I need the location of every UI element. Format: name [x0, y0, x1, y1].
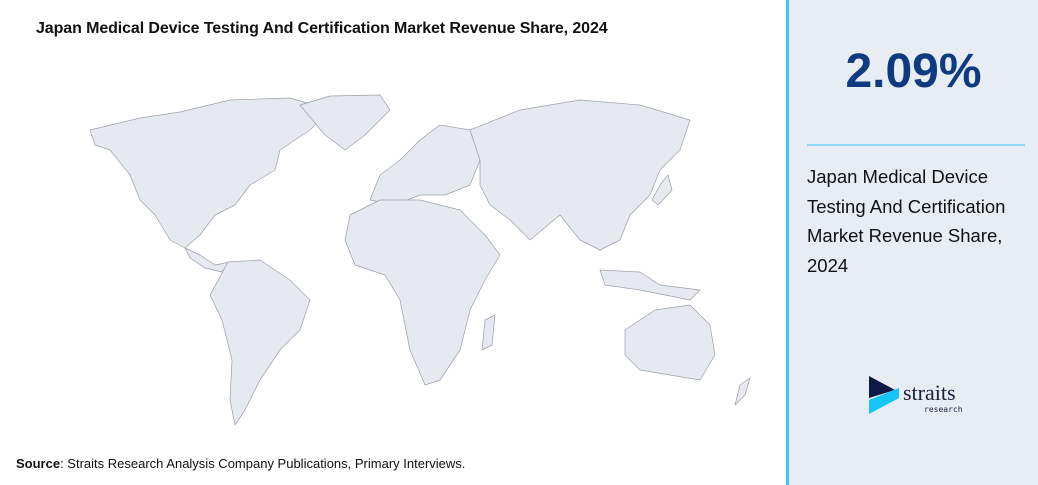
region-africa: [344, 199, 501, 386]
region-europe: [369, 124, 481, 206]
share-value: 2.09%: [845, 45, 982, 98]
region-new-zealand: [734, 377, 751, 406]
region-south-america: [209, 259, 311, 426]
source-label: Source: [16, 456, 61, 471]
source-note: Source: Straits Research Analysis Compan…: [16, 456, 465, 471]
region-australia: [624, 304, 716, 381]
region-asia: [469, 99, 691, 251]
region-indonesia: [599, 269, 701, 301]
logo-mark-icon: [869, 376, 899, 414]
share-description: Japan Medical Device Testing And Certifi…: [807, 166, 1006, 276]
region-greenland: [299, 94, 391, 151]
stat-panel: 2.09% Japan Medical Device Testing And C…: [786, 0, 1038, 485]
region-north-america: [89, 97, 331, 249]
divider: [807, 144, 1025, 146]
region-madagascar: [481, 314, 496, 351]
straits-research-logo: straits research: [869, 376, 989, 418]
logo-name: straits: [903, 380, 956, 405]
region-japan: [651, 174, 673, 206]
source-text: : Straits Research Analysis Company Publ…: [60, 456, 466, 471]
logo-sub: research: [924, 405, 963, 414]
region-central-america: [184, 247, 231, 273]
world-map: [89, 94, 751, 426]
chart-title: Japan Medical Device Testing And Certifi…: [36, 20, 608, 37]
